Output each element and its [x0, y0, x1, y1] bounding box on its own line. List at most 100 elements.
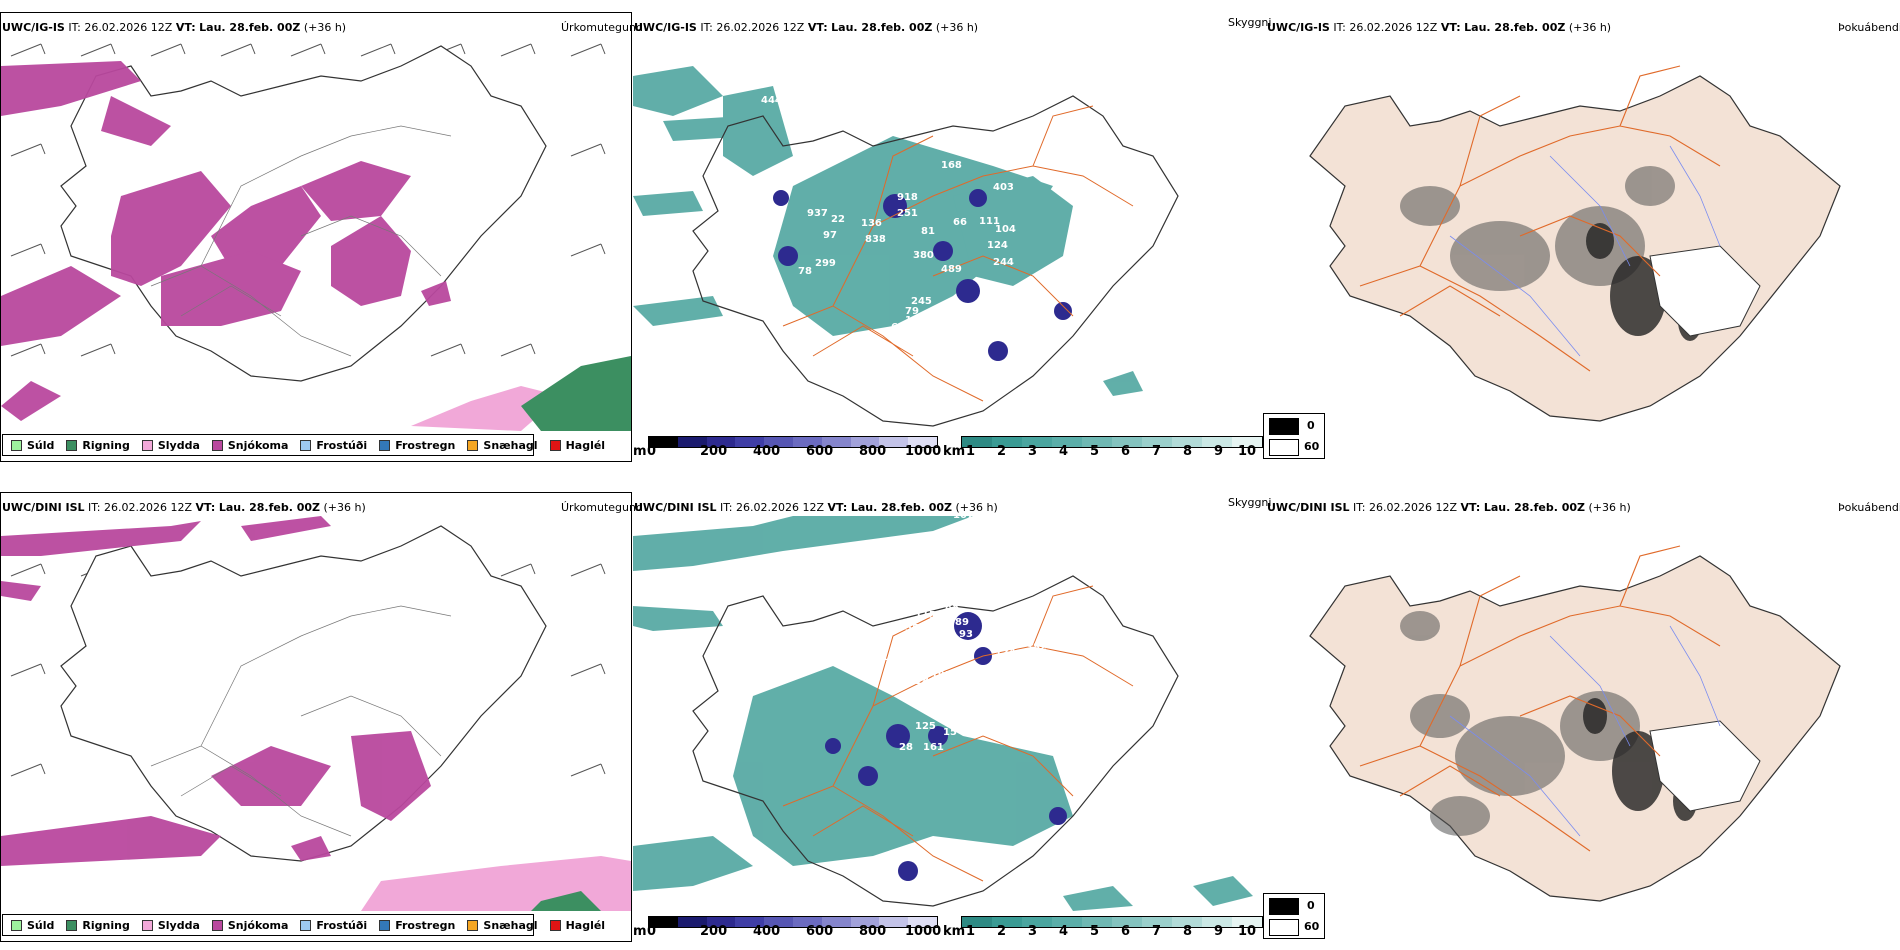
cloud-scale-unit-bottom: km	[943, 924, 966, 939]
legend-swatch-snjokoma	[211, 919, 223, 931]
visibility-point-label: 118	[908, 676, 929, 687]
vis-tick-2-top: 400	[753, 444, 781, 459]
visibility-point-label: 79	[905, 306, 919, 317]
legend-swatch-suld	[11, 919, 22, 931]
visibility-point-label: 299	[815, 258, 836, 269]
legend-item-snaehagl: Snæhagl	[467, 919, 538, 932]
visibility-point-label: 380	[913, 250, 934, 261]
visibility-point-label: 22	[831, 214, 845, 225]
fog-header-top: UWC/IG-IS IT: 26.02.2026 12Z VT: Lau. 28…	[1267, 21, 1612, 34]
visibility-point-label: 64	[899, 671, 913, 682]
cloud-tick-4-top: 5	[1090, 444, 1100, 459]
vis-tick-3-bottom: 600	[806, 924, 834, 939]
visibility-point-label: 213	[925, 702, 946, 713]
visibility-point-label: 121	[973, 526, 994, 537]
visibility-point-label: 937	[807, 208, 828, 219]
legend-item-suld: Súld	[11, 919, 54, 932]
visibility-point-label: 59	[1067, 686, 1081, 697]
visibility-point-label: 101	[791, 168, 812, 179]
legend-swatch-rigning	[66, 919, 78, 931]
visibility-point-label: 104	[995, 224, 1016, 235]
vis-tick-5-top: 1000	[905, 444, 942, 459]
fog-header-bottom: UWC/DINI ISL IT: 26.02.2026 12Z VT: Lau.…	[1267, 501, 1631, 514]
visibility-point-label: 93	[959, 629, 973, 640]
visibility-point-label: 88	[945, 602, 959, 613]
cloud-tick-3-bottom: 4	[1059, 924, 1069, 939]
cloud-tick-0-top: 1	[966, 444, 976, 459]
visibility-point-label: 107	[953, 516, 974, 521]
precip-map-top	[1, 43, 631, 431]
visibility-point-label: 382	[1026, 642, 1047, 653]
visibility-point-label: 244	[993, 257, 1014, 268]
visibility-point-label: 81	[921, 226, 935, 237]
visibility-point-label: 186	[905, 315, 926, 326]
vis-scale-unit-bottom: m	[633, 924, 647, 939]
visibility-point-label: 245	[911, 296, 932, 307]
vis-tick-5-bottom: 1000	[905, 924, 942, 939]
legend-item-rigning: Rigning	[66, 919, 130, 932]
visibility-point-label: 130	[956, 546, 977, 557]
fog-map-bottom	[1309, 545, 1841, 902]
legend-swatch-frostudi	[300, 919, 312, 931]
visibility-point-label: 78	[798, 266, 812, 277]
cloud-title-top: Skyggni	[1228, 16, 1272, 29]
legend-swatch-slydda	[141, 919, 153, 931]
visibility-point-label: 28	[899, 742, 913, 753]
cloud-header-top: UWC/IG-IS IT: 26.02.2026 12Z VT: Lau. 28…	[634, 21, 979, 34]
visibility-point-label: 152	[1079, 278, 1100, 289]
legend-item-frostudi: Frostúði	[300, 919, 367, 932]
visibility-point-label: 444	[761, 95, 782, 106]
visibility-point-label: 115	[915, 610, 936, 621]
legend-item-frostudi: Frostúði	[300, 439, 367, 452]
cloud-tick-6-bottom: 7	[1152, 924, 1162, 939]
cloud-colorbar-bottom	[961, 916, 1263, 928]
fog-legend-top: 0 60	[1263, 413, 1325, 459]
legend-swatch-hagl	[549, 439, 561, 451]
legend-item-frostregn: Frostregn	[379, 919, 455, 932]
vis-scale-unit-top: m	[633, 444, 647, 459]
legend-item-hagl: Haglél	[549, 439, 605, 452]
legend-swatch-snjokoma	[211, 439, 223, 451]
legend-swatch-snaehagl	[467, 439, 479, 451]
cloud-tick-5-bottom: 6	[1121, 924, 1131, 939]
cloud-map-bottom: 3261071031211301155571184736411888898393…	[633, 516, 1253, 911]
precip-header-bottom: UWC/DINI ISL IT: 26.02.2026 12Z VT: Lau.…	[2, 501, 366, 514]
cloud-colorbar-top	[961, 436, 1263, 448]
legend-swatch-frostregn	[379, 919, 391, 931]
vis-tick-0-top: 0	[647, 444, 657, 459]
visibility-point-label: 168	[941, 160, 962, 171]
visibility-point-label: 155	[999, 657, 1020, 668]
visibility-point-label: 251	[897, 208, 918, 219]
legend-item-snjokoma: Snjókoma	[211, 919, 288, 932]
visibility-point-label: 124	[995, 647, 1016, 658]
visibility-point-label: 123	[801, 158, 822, 169]
visibility-point-label: 111	[979, 216, 1000, 227]
visibility-point-label: 275	[941, 692, 962, 703]
visibility-point-label: 838	[865, 234, 886, 245]
vis-colorbar-top	[648, 436, 938, 448]
legend-item-suld: Súld	[11, 439, 54, 452]
visibility-point-label: 103	[961, 526, 982, 537]
cloud-tick-4-bottom: 5	[1090, 924, 1100, 939]
legend-item-slydda: Slydda	[141, 919, 200, 932]
precip-map-bottom	[1, 516, 631, 911]
visibility-point-label: 201	[1063, 264, 1084, 275]
vis-tick-4-top: 800	[859, 444, 887, 459]
legend-swatch-suld	[11, 439, 22, 451]
cloud-tick-6-top: 7	[1152, 444, 1162, 459]
vis-tick-4-bottom: 800	[859, 924, 887, 939]
precip-legend-bottom: Súld Rigning Slydda Snjókoma Frostúði Fr…	[2, 914, 605, 936]
legend-item-snjokoma: Snjókoma	[211, 439, 288, 452]
visibility-point-label: 118	[881, 652, 902, 663]
iceland-outline	[60, 525, 547, 862]
cloud-tick-2-top: 3	[1028, 444, 1038, 459]
precip-title-bottom: Úrkomutegund	[561, 501, 643, 514]
visibility-point-label: 66	[953, 217, 967, 228]
cloud-header-bottom: UWC/DINI ISL IT: 26.02.2026 12Z VT: Lau.…	[634, 501, 998, 514]
vis-tick-2-bottom: 400	[753, 924, 781, 939]
vis-colorbar-bottom	[648, 916, 938, 928]
cloud-tick-1-top: 2	[997, 444, 1007, 459]
cloud-tick-8-bottom: 9	[1214, 924, 1224, 939]
visibility-point-label: 403	[993, 182, 1014, 193]
legend-item-snaehagl: Snæhagl	[467, 439, 538, 452]
